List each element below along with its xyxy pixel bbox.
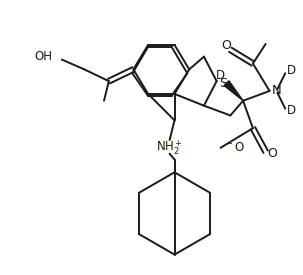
Text: OH: OH xyxy=(34,50,52,63)
Text: D: D xyxy=(287,64,296,77)
Text: D: D xyxy=(216,69,225,82)
Text: N: N xyxy=(271,84,281,97)
Text: $^-$O: $^-$O xyxy=(224,141,245,154)
Polygon shape xyxy=(224,81,243,101)
Text: O: O xyxy=(221,39,231,53)
Text: S: S xyxy=(220,77,228,90)
Text: NH$_2^+$: NH$_2^+$ xyxy=(156,138,183,157)
Text: O: O xyxy=(268,147,278,160)
Text: D: D xyxy=(287,104,296,117)
